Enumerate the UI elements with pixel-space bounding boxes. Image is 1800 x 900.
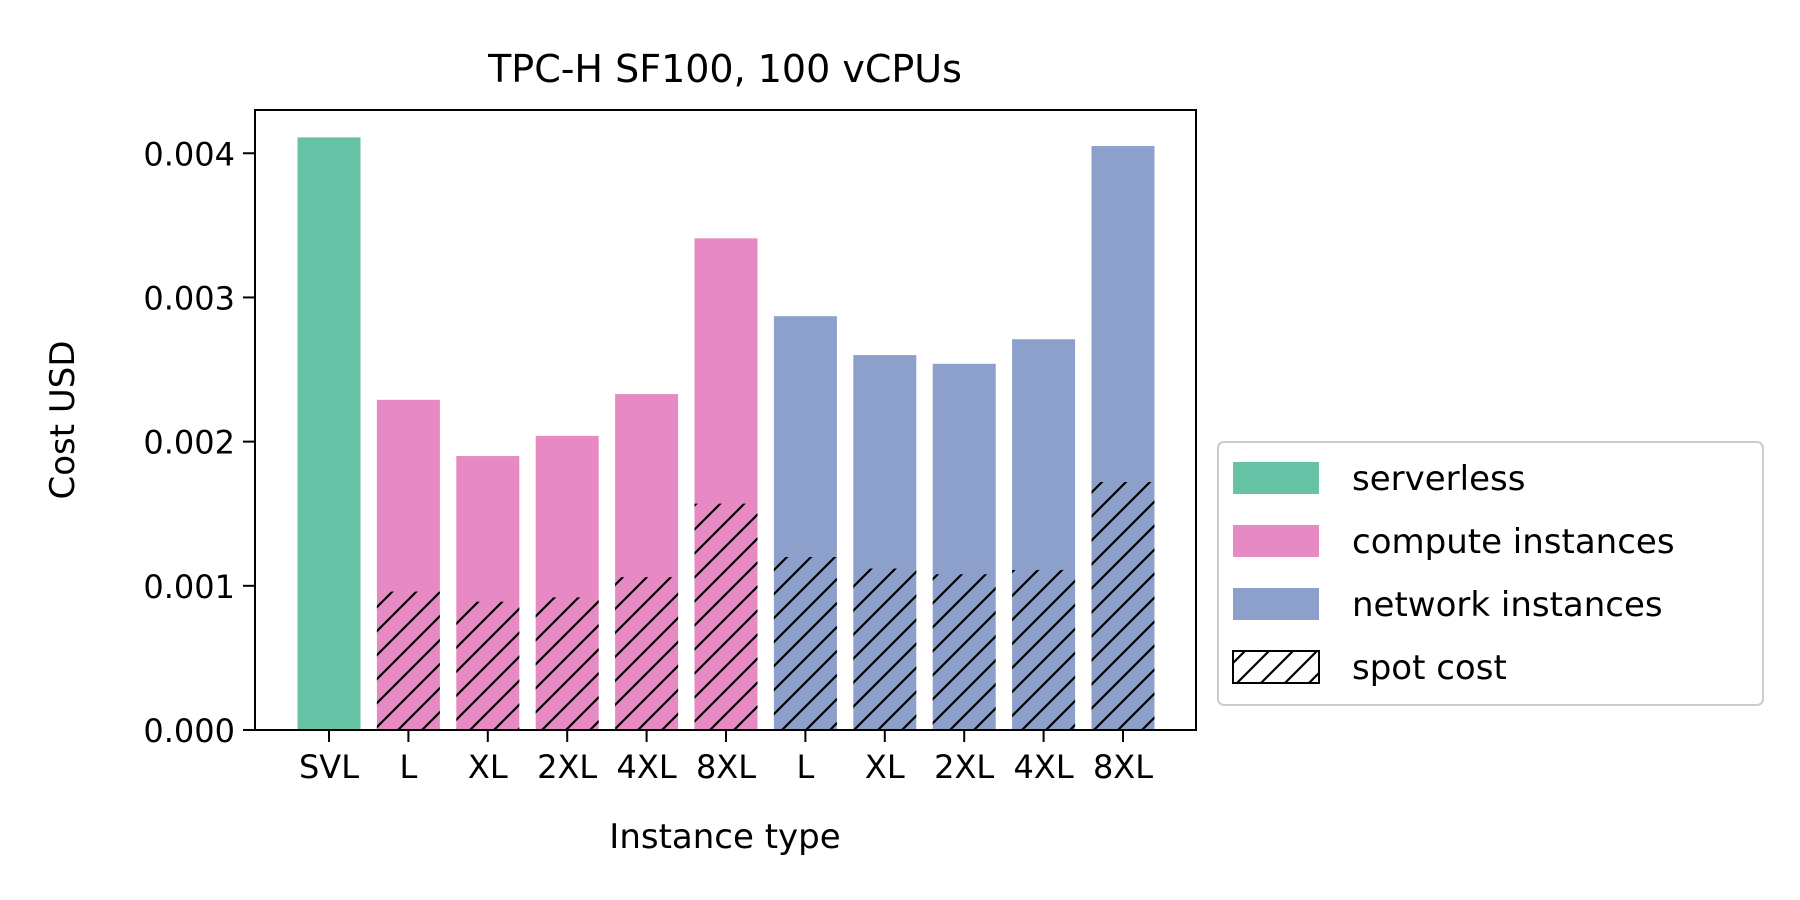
legend-swatch-network: [1233, 588, 1319, 620]
x-axis-label: Instance type: [609, 817, 840, 857]
legend-swatch-spot: [1232, 650, 1320, 684]
legend-label-spot: spot cost: [1352, 648, 1507, 688]
x-tick-label: 4XL: [1014, 748, 1074, 786]
x-tick-label: 4XL: [617, 748, 677, 786]
x-tick-label: 8XL: [696, 748, 756, 786]
bars-layer: [297, 137, 1155, 731]
x-tick-label: 2XL: [934, 748, 994, 786]
spot-bar-network-8xl: [1091, 482, 1155, 730]
legend-label-compute: compute instances: [1352, 522, 1675, 562]
spot-bar-network-2xl: [932, 574, 996, 730]
legend: serverless compute instances network insta…: [1217, 441, 1764, 706]
y-tick-label: 0.002: [143, 424, 235, 462]
plot-frame: [254, 109, 1197, 731]
spot-bar-compute-l: [376, 591, 440, 730]
x-tick-label: XL: [865, 748, 905, 786]
legend-swatch-compute: [1233, 525, 1319, 557]
y-tick-label: 0.003: [143, 279, 235, 317]
x-tick-label: 8XL: [1093, 748, 1153, 786]
y-axis: 0.000 0.001 0.002 0.003 0.004: [143, 135, 255, 750]
x-tick-label: XL: [468, 748, 508, 786]
spot-bar-compute-2xl: [535, 597, 599, 730]
x-axis: SVL L XL 2XL 4XL 8XL L XL 2XL 4XL 8XL: [299, 730, 1153, 786]
y-tick-label: 0.004: [143, 135, 235, 173]
spot-bar-network-xl: [853, 568, 917, 730]
x-tick-label: L: [796, 748, 814, 786]
x-tick-label: L: [399, 748, 417, 786]
y-tick-label: 0.000: [143, 712, 235, 750]
chart-title: TPC-H SF100, 100 vCPUs: [487, 47, 962, 91]
legend-frame: [1217, 441, 1764, 706]
spot-bar-compute-4xl: [615, 577, 679, 730]
legend-swatch-serverless: [1233, 462, 1319, 494]
bar-serverless-svl: [297, 137, 361, 730]
legend-label-serverless: serverless: [1352, 459, 1525, 499]
legend-label-network: network instances: [1352, 585, 1663, 625]
y-axis-label: Cost USD: [43, 340, 83, 499]
spot-bar-network-4xl: [1012, 569, 1076, 730]
spot-bar-compute-xl: [456, 601, 520, 730]
spot-bar-network-l: [773, 556, 837, 730]
spot-bar-compute-8xl: [694, 503, 758, 730]
x-tick-label: SVL: [299, 748, 359, 786]
y-tick-label: 0.001: [143, 568, 235, 606]
x-tick-label: 2XL: [537, 748, 597, 786]
